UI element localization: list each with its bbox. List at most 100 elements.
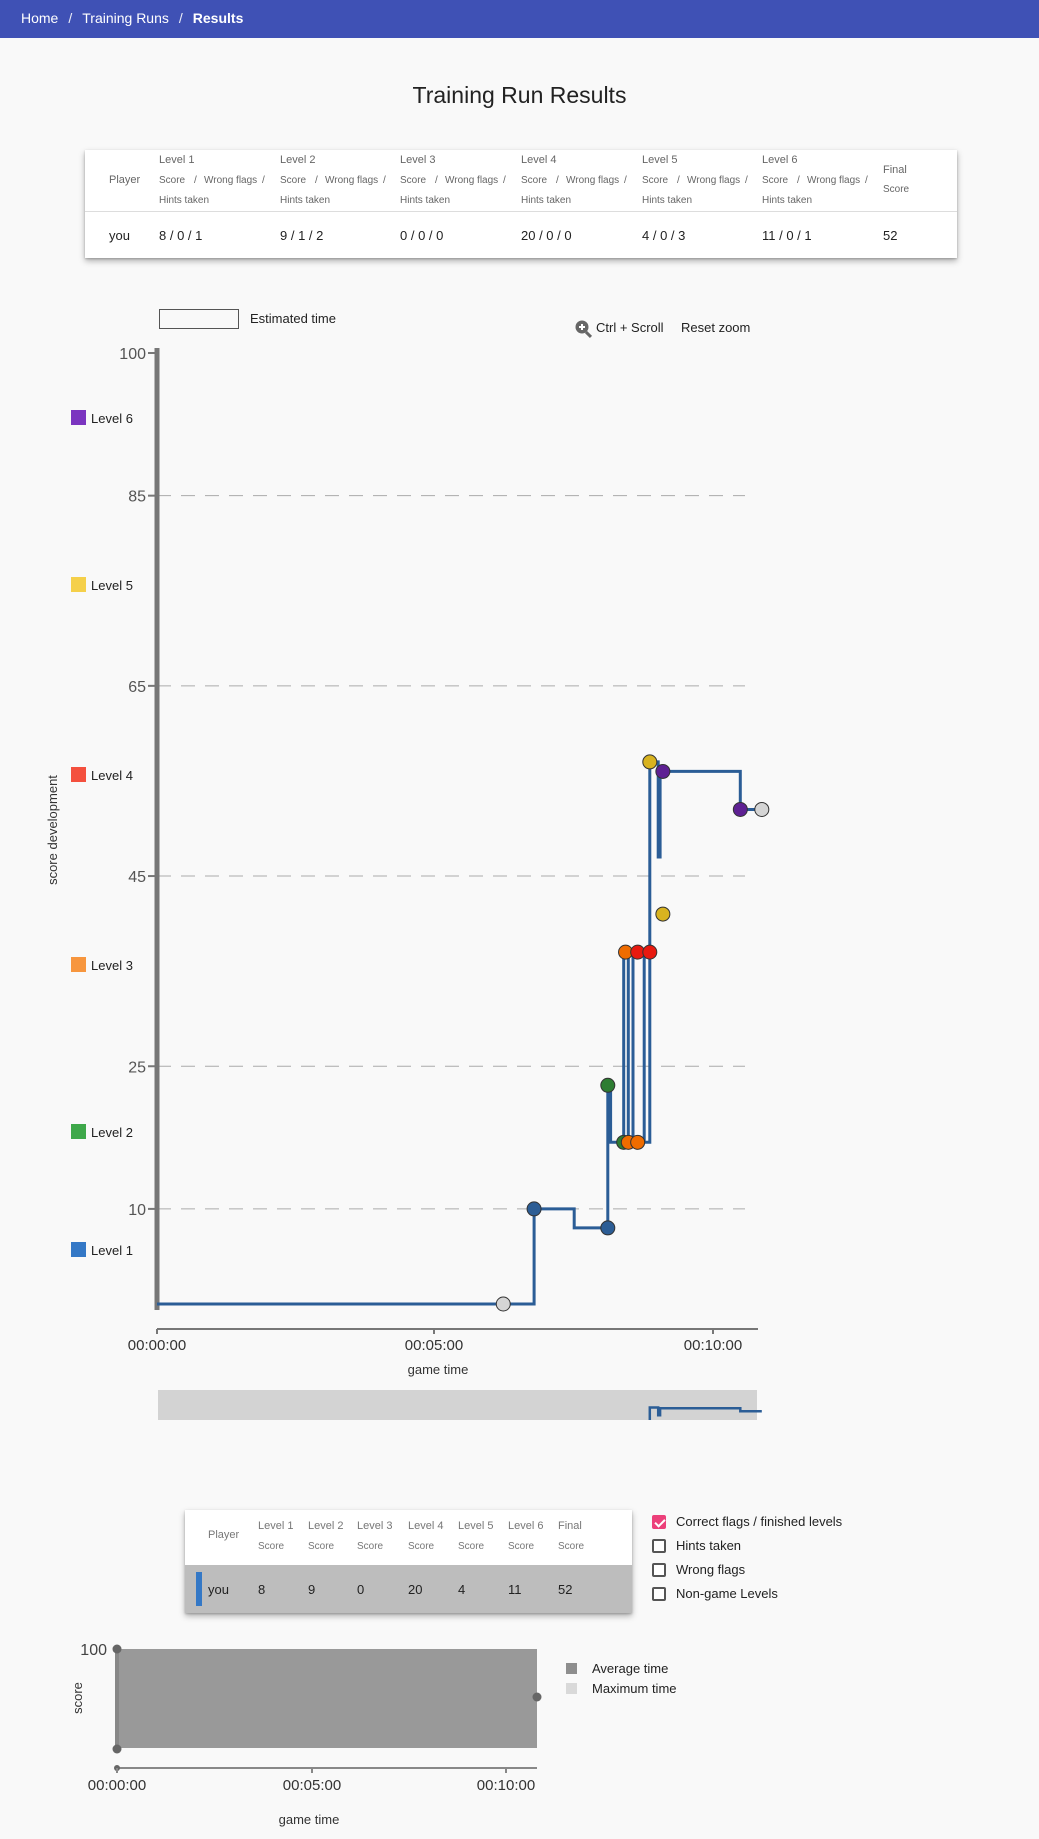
- page-title: Training Run Results: [412, 82, 627, 108]
- player-color-marker: [196, 1572, 202, 1606]
- final-subheader: Score: [883, 184, 910, 195]
- legend-label: Level 2: [91, 1125, 133, 1140]
- final-score: 52: [883, 228, 898, 243]
- level-header: Level 3: [400, 154, 436, 166]
- breadcrumb-separator: /: [68, 10, 73, 26]
- y-tick-label: 45: [128, 869, 146, 886]
- level-result: 9 / 1 / 2: [280, 228, 324, 243]
- filter-checkbox[interactable]: [652, 1587, 666, 1601]
- overview-line: [648, 1406, 762, 1420]
- score-point[interactable]: [754, 801, 770, 817]
- hints-subheader: Hints taken: [642, 195, 693, 206]
- player-name: you: [109, 228, 130, 243]
- score-subheader: Score: [642, 175, 669, 186]
- hints-subheader: Hints taken: [400, 195, 451, 206]
- y-axis-label: score development: [45, 775, 60, 885]
- level-header: Final: [558, 1520, 582, 1532]
- legend-label: Level 5: [91, 578, 133, 593]
- axis-point: [114, 1765, 120, 1771]
- separator: /: [865, 175, 868, 186]
- x-tick-label: 00:10:00: [684, 1337, 742, 1354]
- score-table: Player Level 1 Score Level 2 Score Level 3 Sc…: [185, 1510, 632, 1613]
- score-point[interactable]: [655, 906, 671, 922]
- breadcrumb-home[interactable]: Home: [21, 10, 59, 26]
- breadcrumb-training-runs[interactable]: Training Runs: [82, 10, 169, 26]
- score-subheader: Score: [400, 175, 427, 186]
- breadcrumb-separator: /: [178, 10, 183, 26]
- player-header: Player: [109, 174, 141, 186]
- legend-label: Level 1: [91, 1243, 133, 1258]
- score-point[interactable]: [526, 1201, 542, 1217]
- separator: /: [677, 175, 680, 186]
- hints-subheader: Hints taken: [159, 195, 210, 206]
- score-subheader: Score: [159, 175, 186, 186]
- x-axis-label: game time: [279, 1812, 340, 1827]
- score-point[interactable]: [600, 1077, 616, 1093]
- score-subheader: Score: [280, 175, 307, 186]
- score-point[interactable]: [600, 1220, 616, 1236]
- score-point[interactable]: [655, 763, 671, 779]
- score-point[interactable]: [732, 801, 748, 817]
- filter-checkbox[interactable]: [652, 1539, 666, 1553]
- hints-subheader: Hints taken: [280, 195, 331, 206]
- table-row[interactable]: you 8 9 0 20 4 11 52: [185, 1565, 632, 1613]
- summary-table: Player Level 1 Score / Wrong flags / Hints ta…: [85, 150, 957, 258]
- level-result: 4 / 0 / 3: [642, 228, 686, 243]
- legend-swatch: [71, 1124, 86, 1139]
- wrong-flags-subheader: Wrong flags: [325, 175, 379, 186]
- y-tick-label: 85: [128, 489, 146, 506]
- score-line[interactable]: [157, 760, 762, 1306]
- score-point[interactable]: [642, 754, 658, 770]
- x-tick-label: 00:00:00: [88, 1777, 146, 1794]
- player-header: Player: [208, 1529, 240, 1541]
- wrong-flags-subheader: Wrong flags: [687, 175, 741, 186]
- x-tick-label: 00:05:00: [405, 1337, 463, 1354]
- level-result: 20 / 0 / 0: [521, 228, 572, 243]
- reset-zoom-button[interactable]: Reset zoom: [681, 320, 751, 335]
- axis-point: [112, 1744, 122, 1754]
- level-score: 20: [408, 1582, 423, 1597]
- separator: /: [315, 175, 318, 186]
- separator: /: [624, 175, 627, 186]
- score-point[interactable]: [630, 1134, 646, 1150]
- filter-checkbox[interactable]: [652, 1563, 666, 1577]
- filter-label[interactable]: Correct flags / finished levels: [676, 1514, 843, 1529]
- legend-label: Level 6: [91, 411, 133, 426]
- separator: /: [745, 175, 748, 186]
- top-navigation-bar: Home / Training Runs / Results: [0, 0, 1039, 38]
- legend-swatch: [71, 1242, 86, 1257]
- average-time-area: [116, 1649, 537, 1748]
- filter-label[interactable]: Hints taken: [676, 1538, 742, 1553]
- score-subheader: Score: [762, 175, 789, 186]
- score-point[interactable]: [495, 1296, 511, 1312]
- level-header: Level 2: [308, 1520, 344, 1532]
- axis-point: [112, 1644, 122, 1654]
- wrong-flags-subheader: Wrong flags: [445, 175, 499, 186]
- overview-brush[interactable]: [158, 1390, 757, 1420]
- level-score: 8: [258, 1582, 266, 1597]
- score-subheader: Score: [558, 1541, 585, 1552]
- score-point[interactable]: [642, 944, 658, 960]
- filter-label[interactable]: Wrong flags: [676, 1562, 746, 1577]
- score-development-chart[interactable]: 10 25 45 65 85 100 score development Level 6 Lev…: [0, 0, 1039, 1420]
- legend-label: Average time: [592, 1661, 668, 1676]
- score-subheader: Score: [521, 175, 548, 186]
- legend-swatch: [71, 957, 86, 972]
- filter-checkbox[interactable]: [652, 1515, 666, 1529]
- level-score: 0: [357, 1582, 365, 1597]
- legend-swatch: [566, 1663, 577, 1674]
- breadcrumb: Home / Training Runs / Results: [21, 10, 243, 26]
- separator: /: [797, 175, 800, 186]
- filter-label[interactable]: Non-game Levels: [676, 1586, 778, 1601]
- level-score: 9: [308, 1582, 316, 1597]
- legend-swatch: [71, 577, 86, 592]
- max-point: [532, 1692, 542, 1702]
- wrong-flags-subheader: Wrong flags: [204, 175, 258, 186]
- estimated-time-swatch: [159, 309, 239, 329]
- x-axis-label: game time: [408, 1362, 469, 1377]
- score-subheader: Score: [357, 1541, 384, 1552]
- level-result: 11 / 0 / 1: [762, 228, 812, 243]
- level-header: Level 3: [357, 1520, 393, 1532]
- legend-swatch: [71, 767, 86, 782]
- estimated-time-label: Estimated time: [250, 311, 336, 326]
